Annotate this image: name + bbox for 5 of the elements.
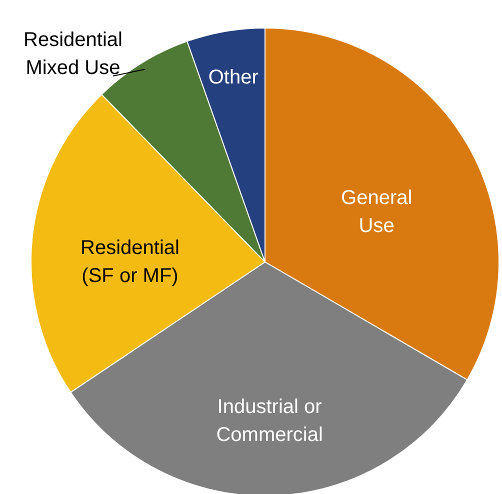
slice-label: Residential Mixed Use: [24, 29, 122, 79]
slice-label: Other: [208, 66, 259, 88]
slice-label: Residential (SF or MF): [80, 236, 180, 287]
slice-label: Industrial or Commercial: [216, 396, 323, 446]
slice-label: General Use: [341, 186, 412, 237]
